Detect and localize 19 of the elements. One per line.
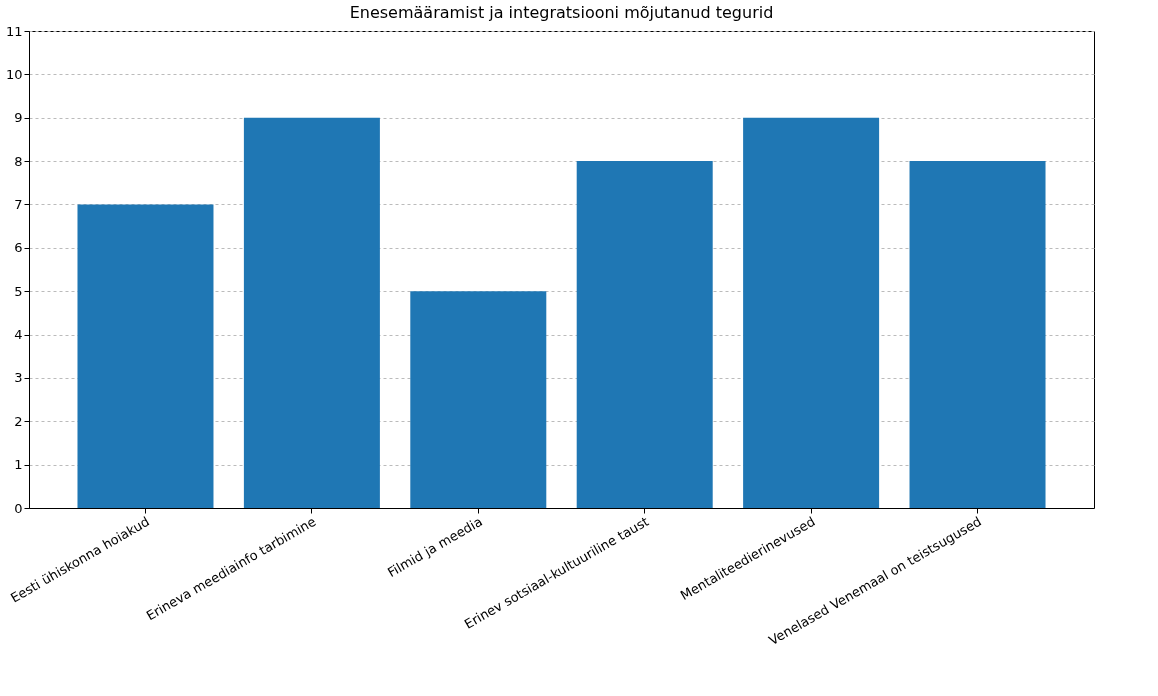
bar (77, 204, 214, 508)
bar (243, 117, 380, 508)
y-tick-label: 10 (5, 66, 23, 82)
chart-title: Enesemääramist ja integratsiooni mõjutanud tegurid (349, 3, 774, 22)
bar (410, 291, 547, 508)
y-tick-label: 5 (14, 283, 23, 299)
y-tick-label: 9 (14, 110, 23, 126)
bar (743, 117, 880, 508)
y-tick-label: 4 (14, 327, 23, 343)
y-tick-label: 2 (14, 413, 23, 429)
y-tick-label: 8 (14, 153, 23, 169)
bar (909, 161, 1046, 508)
y-tick-label: 6 (14, 240, 23, 256)
y-tick-label: 1 (14, 457, 23, 473)
y-tick-label: 11 (5, 23, 23, 39)
y-tick-label: 7 (14, 196, 23, 212)
y-tick-label: 0 (14, 500, 23, 516)
y-tick-label: 3 (14, 370, 23, 386)
bar (576, 161, 713, 508)
